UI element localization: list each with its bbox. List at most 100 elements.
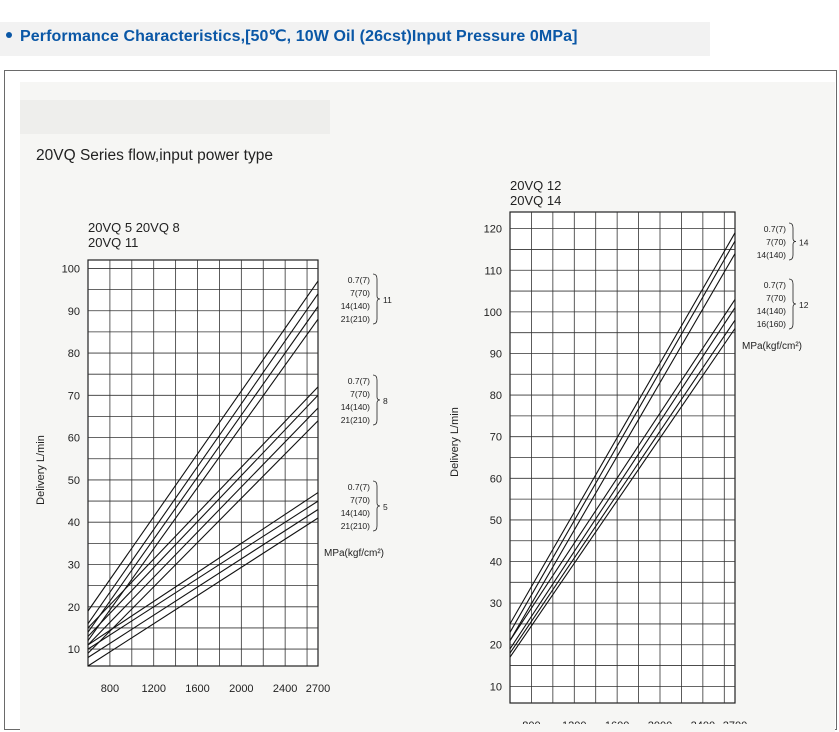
series-label: 21(210): [341, 415, 370, 425]
chart-title-line: 20VQ 5 20VQ 8: [88, 220, 180, 235]
y-tick-label: 20: [490, 640, 502, 652]
series-label: 14(140): [341, 402, 370, 412]
series-line: [87, 509, 319, 658]
series-line: [87, 306, 319, 633]
y-tick-label: 40: [68, 517, 80, 529]
group-label: 11: [383, 295, 392, 305]
x-tick-label: 1600: [185, 683, 209, 695]
y-tick-label: 80: [490, 390, 502, 402]
series-label: 7(70): [766, 237, 786, 247]
figure-title-band: [20, 100, 330, 134]
group-brace: [372, 480, 381, 532]
y-tick-label: 100: [62, 263, 80, 275]
x-tick-label: 2000: [648, 720, 672, 724]
series-line: [509, 328, 736, 658]
y-tick-label: 90: [490, 348, 502, 360]
y-tick-label: 70: [68, 390, 80, 402]
series-label: 7(70): [350, 389, 370, 399]
series-line: [87, 420, 319, 654]
series-line: [87, 407, 319, 646]
y-tick-label: 70: [490, 432, 502, 444]
series-label: 7(70): [350, 288, 370, 298]
group-brace: [788, 222, 797, 261]
series-line: [87, 386, 319, 629]
x-tick-label: 2400: [273, 683, 297, 695]
x-tick-label: 800: [522, 720, 540, 724]
group-brace: [788, 278, 797, 330]
x-tick-label: 1200: [562, 720, 586, 724]
x-tick-label: 2700: [723, 720, 747, 724]
series-line: [509, 253, 736, 641]
y-tick-label: 30: [68, 560, 80, 572]
chart-left: 10 20 30 40 50 60 70 80 90 100 800 1200 1600 2000 2400…: [35, 220, 392, 695]
header-background: [0, 22, 710, 56]
y-tick-label: 110: [484, 265, 502, 277]
y-tick-label: 60: [490, 473, 502, 485]
group-label: 8: [383, 396, 388, 406]
series-label: 14(140): [341, 301, 370, 311]
series-label: 7(70): [350, 495, 370, 505]
unit-label: MPa(kgf/cm²): [742, 341, 802, 352]
y-tick-label: 10: [68, 644, 80, 656]
unit-label: MPa(kgf/cm²): [324, 548, 384, 559]
y-axis-label: Delivery L/min: [449, 407, 461, 477]
series-label: 21(210): [341, 521, 370, 531]
y-tick-label: 20: [68, 602, 80, 614]
series-label: 0.7(7): [348, 482, 370, 492]
page-title-text: Performance Characteristics,[50℃, 10W Oi…: [20, 28, 578, 45]
series-label: 0.7(7): [764, 224, 786, 234]
series-line: [509, 307, 736, 650]
series-label: 16(160): [757, 319, 786, 329]
series-label: 0.7(7): [348, 275, 370, 285]
chart-title-line: 20VQ 12: [510, 178, 561, 193]
x-tick-label: 2700: [306, 683, 330, 695]
series-line: [509, 240, 736, 633]
group-label: 12: [799, 300, 809, 310]
chart-title-line: 20VQ 11: [88, 235, 138, 250]
series-label: 7(70): [766, 293, 786, 303]
series-label: 0.7(7): [764, 280, 786, 290]
y-tick-label: 40: [490, 557, 502, 569]
x-tick-label: 2400: [691, 720, 715, 724]
x-tick-label: 2000: [229, 683, 253, 695]
page-title: Performance Characteristics,[50℃, 10W Oi…: [6, 26, 578, 46]
y-tick-label: 120: [484, 224, 502, 236]
figure-title: 20VQ Series flow,input power type: [36, 147, 273, 164]
y-tick-label: 30: [490, 598, 502, 610]
series-label: 14(140): [757, 306, 786, 316]
series-line: [87, 280, 319, 612]
x-tick-label: 800: [101, 683, 119, 695]
y-tick-label: 100: [484, 307, 502, 319]
series-label: 0.7(7): [348, 376, 370, 386]
group-brace: [372, 273, 381, 325]
y-tick-label: 10: [490, 681, 502, 693]
series-line: [509, 299, 736, 641]
series-line: [87, 517, 319, 667]
series-line: [509, 232, 736, 625]
series-label: 14(140): [757, 250, 786, 260]
y-tick-label: 50: [68, 475, 80, 487]
bullet-dot-icon: [6, 31, 12, 38]
series-line: [87, 492, 319, 646]
series-label: 21(210): [341, 314, 370, 324]
chart-right: 10 20 30 40 50 60 70 80 90 100 110 120 800 1200 1600 20…: [449, 178, 809, 724]
series-line: [87, 293, 319, 625]
y-tick-label: 80: [68, 348, 80, 360]
x-tick-label: 1200: [141, 683, 165, 695]
group-label: 5: [383, 502, 388, 512]
y-tick-label: 50: [490, 515, 502, 527]
series-line: [87, 500, 319, 650]
series-line: [509, 319, 736, 654]
y-tick-label: 60: [68, 433, 80, 445]
group-label: 14: [799, 238, 809, 248]
group-brace: [372, 374, 381, 426]
y-axis-label: Delivery L/min: [35, 435, 47, 505]
series-label: 14(140): [341, 508, 370, 518]
x-tick-label: 1600: [605, 720, 629, 724]
series-line: [87, 394, 319, 637]
y-tick-label: 90: [68, 306, 80, 318]
plot-frame: [87, 259, 319, 667]
header-band: Performance Characteristics,[50℃, 10W Oi…: [0, 0, 839, 68]
chart-title-line: 20VQ 14: [510, 193, 561, 208]
